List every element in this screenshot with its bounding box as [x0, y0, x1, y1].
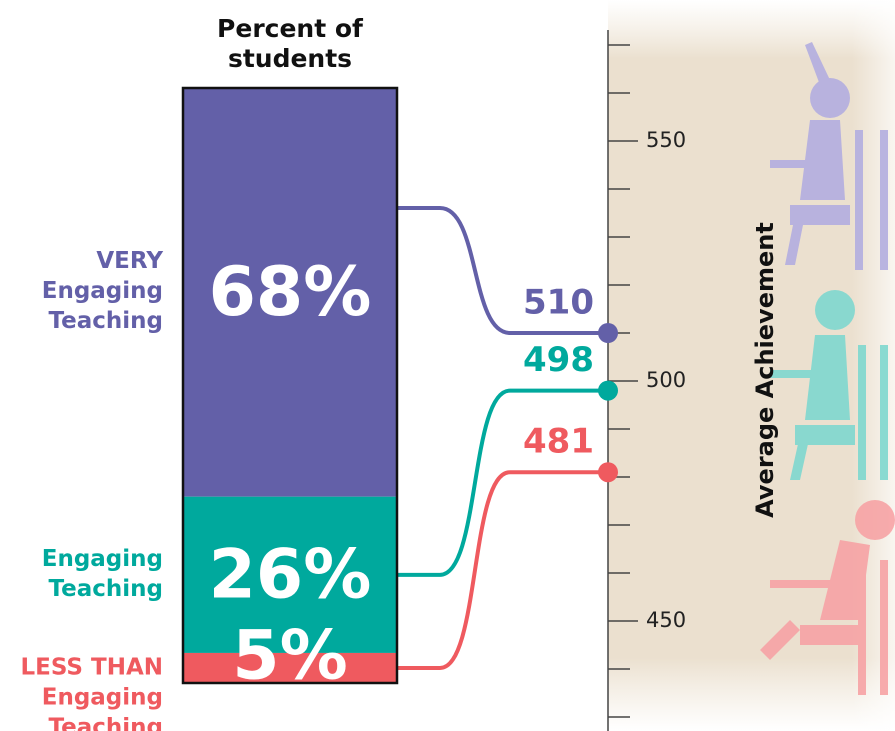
connector	[397, 388, 608, 577]
category-label: VERY	[96, 248, 163, 274]
y-tick-label: 450	[646, 608, 686, 632]
category-label: LESS THAN	[21, 654, 163, 680]
bar-segment	[183, 496, 397, 653]
achievement-label: 510	[523, 283, 594, 323]
percent-label: 26%	[209, 535, 372, 614]
category-label: Teaching	[49, 308, 163, 334]
bar-outline	[181, 86, 399, 685]
category-label: Teaching	[49, 576, 163, 602]
percent-label: 68%	[209, 253, 372, 332]
category-label: Teaching	[49, 714, 163, 731]
y-tick-label: 550	[646, 128, 686, 152]
achievement-dot	[598, 380, 618, 401]
achievement-dot	[598, 462, 618, 483]
bar-segment	[183, 88, 397, 497]
y-tick-label: 500	[646, 368, 686, 392]
category-label: Engaging	[42, 546, 163, 572]
achievement-label: 481	[523, 422, 594, 462]
connector	[397, 470, 608, 670]
bar-segment	[183, 652, 397, 683]
connector	[397, 206, 608, 335]
category-label: Engaging	[42, 684, 163, 710]
category-label: Engaging	[42, 278, 163, 304]
y-axis-label: Average Achievement	[751, 222, 779, 518]
achievement-label: 498	[523, 340, 594, 380]
student-figures	[760, 42, 895, 695]
achievement-dot	[598, 323, 618, 343]
chart-title-line: Percent of students	[217, 14, 364, 73]
